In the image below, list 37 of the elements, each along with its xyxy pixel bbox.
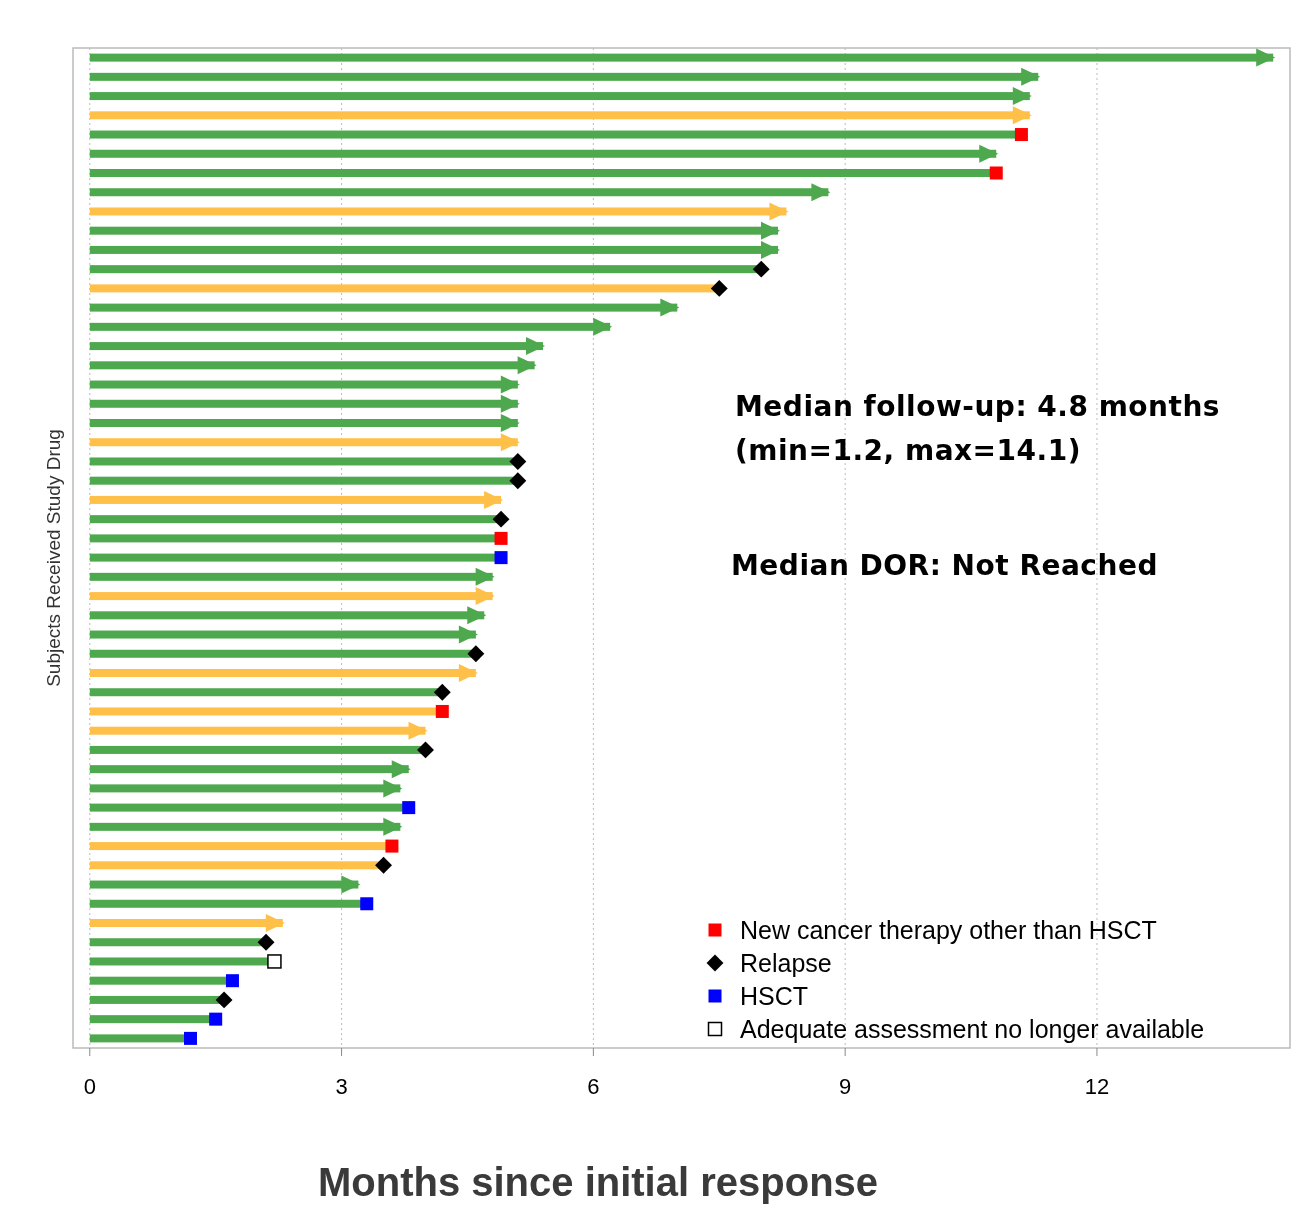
point [402, 801, 416, 815]
annotation: (min=1.2, max=14.1) [735, 434, 1081, 467]
point [509, 453, 527, 470]
point [494, 551, 508, 565]
point [385, 839, 399, 853]
point [417, 741, 434, 759]
point [375, 856, 392, 874]
point [710, 279, 728, 297]
point [1014, 128, 1028, 142]
point [752, 260, 770, 278]
point [433, 683, 451, 701]
x-tick-label: 9 [839, 1074, 852, 1099]
x-tick-label: 12 [1084, 1074, 1110, 1099]
x-tick-label: 0 [83, 1074, 96, 1099]
annotation: Median DOR: Not Reached [731, 549, 1158, 582]
legend-label: Relapse [740, 949, 832, 977]
legend-label: New cancer therapy other than HSCT [740, 916, 1157, 944]
point [509, 472, 527, 490]
point [435, 704, 449, 718]
point [257, 933, 275, 951]
point [215, 991, 233, 1009]
legend-label: Adequate assessment no longer available [740, 1015, 1205, 1043]
point [989, 166, 1003, 180]
point [360, 897, 374, 911]
point [184, 1031, 197, 1045]
point [492, 510, 510, 528]
y-axis-title: Subjects Received Study Drug [43, 429, 64, 687]
annotation: Median follow-up: 4.8 months [735, 390, 1221, 423]
point [209, 1012, 223, 1026]
point [494, 531, 508, 545]
point [467, 645, 485, 663]
point [267, 954, 282, 969]
point [225, 974, 239, 988]
x-tick-label: 3 [335, 1074, 348, 1099]
x-tick-label: 6 [587, 1074, 600, 1099]
x-axis-title: Months since initial response [317, 1160, 879, 1204]
legend-label: HSCT [740, 982, 809, 1010]
